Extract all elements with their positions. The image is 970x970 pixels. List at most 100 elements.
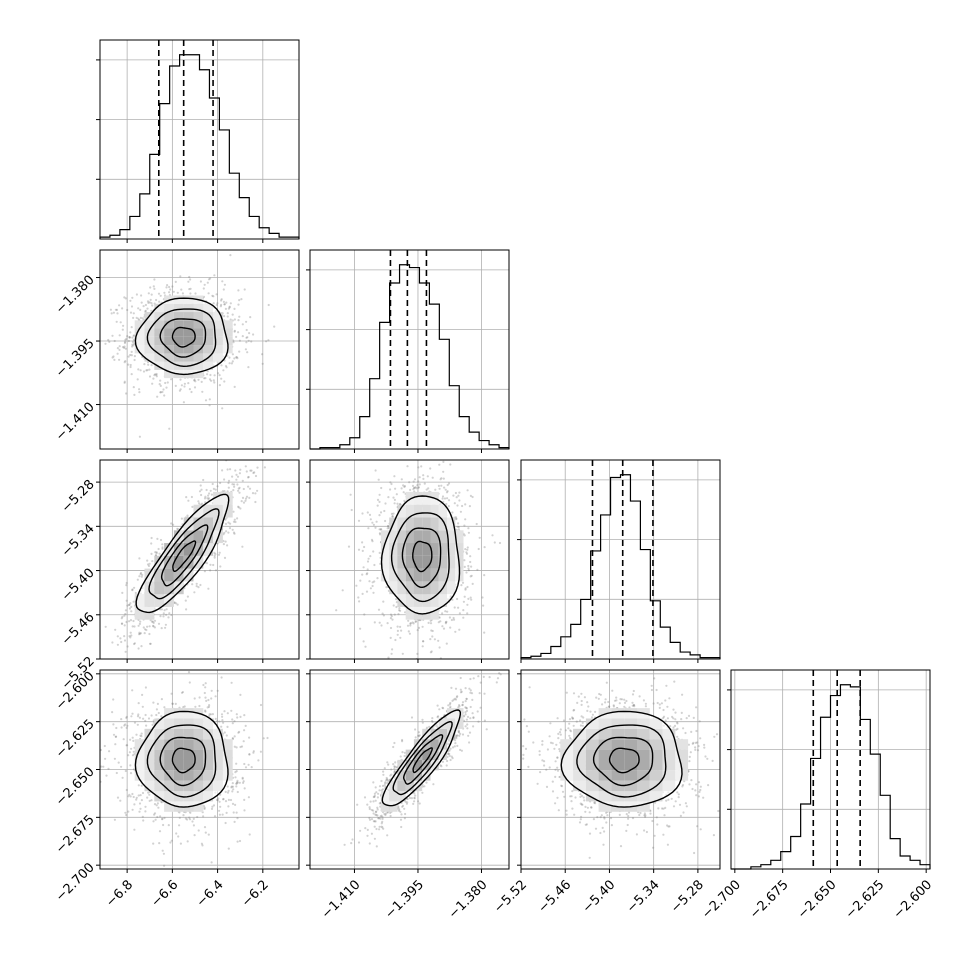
sample-point [139, 620, 142, 623]
sample-point [459, 691, 463, 694]
sample-point [399, 636, 402, 639]
sample-point [153, 287, 156, 290]
sample-point [153, 813, 156, 816]
axes-frame [309, 249, 510, 450]
sample-point [459, 688, 462, 691]
sample-point [156, 702, 159, 706]
sample-point [478, 536, 481, 539]
sample-point [394, 638, 397, 642]
sample-point [467, 567, 470, 570]
sample-point [245, 336, 248, 339]
sample-point [198, 704, 201, 708]
sample-point [137, 307, 140, 310]
sample-point [94, 330, 96, 332]
sample-point [372, 591, 375, 594]
sample-point [210, 379, 213, 382]
sample-point [111, 356, 114, 359]
sample-point [177, 835, 180, 838]
x-tick-label: −2.625 [843, 877, 888, 922]
sample-point [160, 698, 163, 701]
sample-point [243, 809, 246, 812]
sample-point [231, 313, 234, 316]
sample-point [227, 798, 230, 802]
contour-line [390, 512, 450, 603]
sample-point [153, 812, 157, 815]
sample-point [467, 569, 470, 572]
sample-point [452, 618, 456, 621]
y-tick-label: −5.40 [59, 566, 98, 605]
sample-point [241, 545, 244, 548]
sample-point [140, 732, 143, 735]
sample-point [159, 815, 162, 818]
sample-point [244, 348, 247, 351]
sample-point [153, 803, 157, 806]
sample-point [383, 767, 386, 770]
sample-point [213, 556, 216, 559]
sample-point [442, 627, 446, 630]
sample-point [361, 573, 364, 576]
x-tick-label: −2.700 [699, 877, 744, 922]
sample-point [220, 713, 224, 716]
sample-point [380, 779, 383, 783]
sample-point [477, 675, 480, 678]
sample-point [187, 280, 190, 283]
sample-point [380, 486, 383, 490]
sample-point [146, 625, 149, 628]
sample-point [147, 791, 150, 794]
sample-point [363, 796, 367, 799]
sample-point [132, 312, 135, 315]
sample-point [413, 792, 416, 795]
sample-point [463, 595, 466, 598]
y-tick-label: −5.34 [59, 521, 98, 560]
sample-point [141, 693, 144, 697]
sample-point [233, 385, 236, 388]
sample-point [220, 303, 223, 306]
sample-point [132, 600, 135, 603]
sample-point [471, 698, 474, 702]
sample-point [140, 301, 143, 304]
sample-point [468, 505, 471, 508]
sample-point [365, 590, 369, 593]
sample-point [164, 381, 167, 385]
y-tick-label: −1.380 [53, 273, 98, 318]
sample-point [154, 551, 157, 554]
sample-point [429, 638, 432, 641]
sample-point [133, 355, 136, 358]
sample-point [455, 737, 458, 740]
sample-point [221, 407, 224, 410]
sample-point [138, 632, 142, 635]
sample-point [483, 719, 486, 722]
sample-point [130, 305, 134, 308]
sample-point [231, 353, 234, 356]
sample-point [146, 369, 149, 372]
sample-point [116, 347, 119, 350]
sample-point [247, 476, 250, 479]
sample-point [427, 487, 430, 490]
sample-point [413, 797, 416, 800]
sample-point [458, 734, 461, 737]
sample-point [463, 534, 466, 537]
sample-point [416, 629, 419, 632]
sample-point [112, 698, 115, 701]
sample-point [389, 613, 393, 616]
sample-point [376, 498, 380, 501]
sample-point [457, 528, 460, 531]
sample-point [145, 724, 148, 727]
sample-point [466, 489, 469, 492]
sample-point [191, 505, 194, 508]
sample-point [179, 842, 182, 845]
sample-point [266, 736, 269, 740]
sample-point [413, 486, 416, 489]
sample-point [400, 444, 402, 446]
sample-point [449, 701, 452, 705]
sample-point [166, 284, 169, 287]
sample-point [247, 339, 250, 342]
sample-point [457, 494, 460, 497]
sample-point [168, 612, 171, 615]
sample-point [129, 795, 132, 798]
sample-point [200, 380, 203, 383]
sample-point [180, 517, 183, 520]
sample-point [172, 523, 175, 526]
sample-point [149, 286, 152, 289]
sample-point [191, 820, 194, 823]
